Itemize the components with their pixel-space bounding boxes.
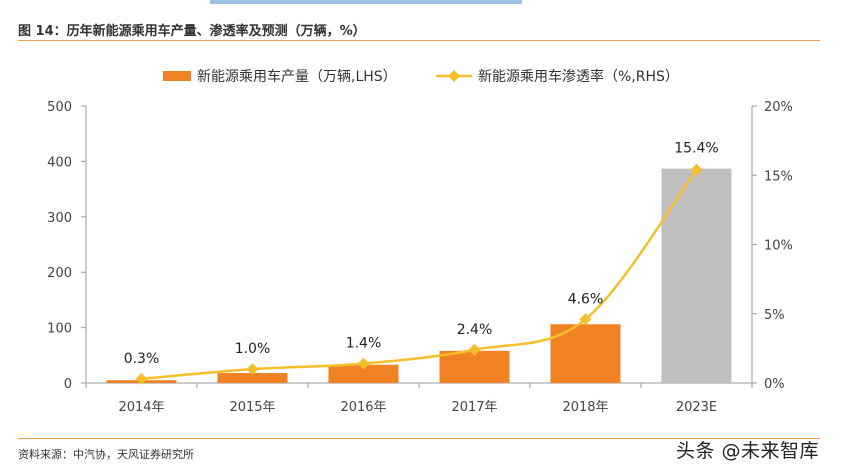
right-axis-tick-label: 10% (764, 239, 793, 254)
bar (661, 168, 732, 383)
data-label: 15.4% (674, 141, 718, 157)
line-point (690, 163, 703, 176)
bar (439, 350, 510, 383)
legend-bar-label: 新能源乘用车产量（万辆,LHS） (197, 68, 397, 85)
x-axis-tick-label: 2023E (676, 400, 717, 415)
data-label: 2.4% (457, 322, 493, 338)
data-label: 0.3% (124, 351, 160, 367)
line-point (135, 372, 148, 385)
source-divider (18, 438, 820, 439)
bar (328, 364, 399, 383)
watermark: 头条 @未来智库 (676, 440, 820, 462)
line-point (246, 363, 259, 376)
x-axis-tick-label: 2016年 (340, 400, 386, 415)
left-axis-tick-label: 200 (47, 266, 72, 281)
right-axis-tick-label: 0% (764, 377, 785, 392)
bar (217, 373, 288, 383)
line-point (579, 313, 592, 326)
data-label: 4.6% (568, 291, 604, 307)
data-label: 1.4% (346, 336, 382, 352)
source-note: 资料来源：中汽协，天风证券研究所 (18, 448, 194, 461)
legend-bar-swatch (163, 71, 191, 81)
line-point (468, 343, 481, 356)
x-axis-tick-label: 2015年 (229, 400, 275, 415)
left-axis-tick-label: 0 (64, 377, 72, 392)
x-axis-tick-label: 2017年 (451, 400, 497, 415)
data-label: 1.0% (235, 341, 271, 357)
line-point (357, 357, 370, 370)
x-axis-tick-label: 2018年 (562, 400, 608, 415)
left-axis-tick-label: 400 (47, 155, 72, 170)
title-divider (18, 40, 820, 41)
right-axis-tick-label: 15% (764, 169, 793, 184)
right-axis-tick-label: 20% (764, 100, 793, 115)
left-axis-tick-label: 300 (47, 211, 72, 226)
x-axis-tick-label: 2014年 (118, 400, 164, 415)
right-axis-tick-label: 5% (764, 308, 785, 323)
left-axis-tick-label: 100 (47, 322, 72, 337)
legend-line-marker (448, 70, 460, 82)
legend-line-label: 新能源乘用车渗透率（%,RHS） (478, 68, 679, 85)
figure-title: 图 14：历年新能源乘用车产量、渗透率及预测（万辆，%） (18, 24, 366, 39)
left-axis-tick-label: 500 (47, 100, 72, 115)
top-accent-bar (210, 0, 522, 4)
